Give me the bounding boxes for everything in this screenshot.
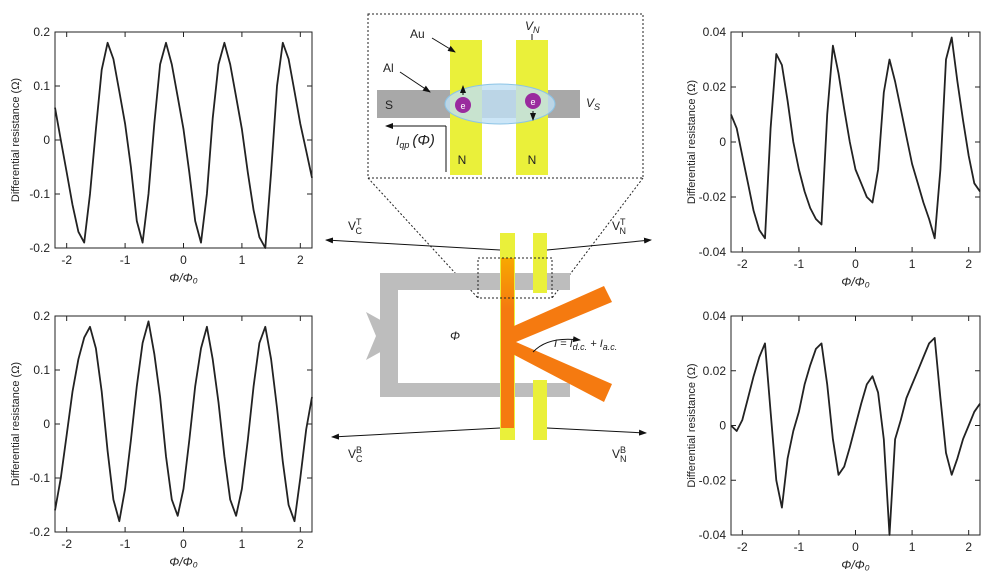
x-axis-label: Φ/Φ₀ xyxy=(841,558,869,572)
electron xyxy=(525,93,541,109)
x-tick-label: 0 xyxy=(852,257,859,271)
y-tick-label: -0.02 xyxy=(699,190,727,204)
y-tick-label: -0.1 xyxy=(29,187,50,201)
x-tick-label: -1 xyxy=(794,257,805,271)
x-tick-label: 1 xyxy=(909,257,916,271)
zoom-line xyxy=(367,177,479,299)
y-tick-label: -0.04 xyxy=(699,245,727,259)
y-tick-label: -0.2 xyxy=(29,241,50,255)
data-line xyxy=(54,320,313,523)
x-tick-label: 2 xyxy=(297,537,304,551)
device: Φ I = Id.c. + Ia.c. VT C VT N VB C VB N xyxy=(325,217,652,464)
label-iqp: Iqp (Φ) xyxy=(396,132,435,150)
x-tick-label: 2 xyxy=(297,253,304,267)
label-vct: VT C xyxy=(348,217,363,236)
data-line xyxy=(730,36,981,240)
x-tick-label: 0 xyxy=(180,253,187,267)
label-vcb: VB C xyxy=(348,445,363,464)
y-tick-label: 0.1 xyxy=(33,79,50,93)
label-current: I = Id.c. + Ia.c. xyxy=(554,338,617,352)
label-n: N xyxy=(458,153,467,167)
x-tick-label: 1 xyxy=(239,253,246,267)
label-vnt: VT N xyxy=(612,217,626,236)
x-tick-label: -2 xyxy=(61,253,72,267)
y-tick-label: 0 xyxy=(43,417,50,431)
y-tick-label: -0.1 xyxy=(29,471,50,485)
x-tick-label: -2 xyxy=(737,257,748,271)
y-axis-label: Differential resistance (Ω) xyxy=(10,362,22,486)
electron xyxy=(455,97,471,113)
label-vs: VS xyxy=(586,96,600,112)
probe xyxy=(533,380,547,440)
loop-notch xyxy=(366,312,384,360)
label-s: S xyxy=(385,98,393,112)
x-axis-label: Φ/Φ₀ xyxy=(841,275,869,289)
y-tick-label: 0.1 xyxy=(33,363,50,377)
loop-left xyxy=(380,273,398,397)
x-tick-label: 2 xyxy=(965,540,972,554)
y-tick-label: 0 xyxy=(43,133,50,147)
label-al: Al xyxy=(383,61,394,75)
arrow xyxy=(325,237,501,251)
label-vn: VN xyxy=(525,19,540,35)
y-tick-label: 0.2 xyxy=(33,25,50,39)
x-tick-label: -2 xyxy=(737,540,748,554)
label-au: Au xyxy=(410,27,425,41)
label-n: N xyxy=(528,153,537,167)
x-tick-label: 2 xyxy=(965,257,972,271)
y-tick-label: 0 xyxy=(719,419,726,433)
x-tick-label: 0 xyxy=(180,537,187,551)
y-tick-label: -0.2 xyxy=(29,525,50,539)
x-axis-label: Φ/Φ₀ xyxy=(169,555,197,569)
plot-frame xyxy=(54,315,313,533)
electron-label: e xyxy=(530,97,535,107)
y-tick-label: -0.02 xyxy=(699,473,727,487)
y-tick-label: 0.2 xyxy=(33,309,50,323)
loop-bottom xyxy=(380,383,570,397)
wire xyxy=(505,286,612,402)
data-line xyxy=(730,337,981,536)
x-tick-label: 1 xyxy=(239,537,246,551)
y-tick-label: 0.02 xyxy=(703,364,727,378)
x-axis-label: Φ/Φ₀ xyxy=(169,271,197,285)
electron-label: e xyxy=(460,101,465,111)
inset: e e Au Al VN S VS N N Iqp (Φ) xyxy=(367,13,644,179)
y-tick-label: 0.04 xyxy=(703,25,727,39)
x-tick-label: -1 xyxy=(794,540,805,554)
loop-top xyxy=(380,273,570,290)
current-arrow xyxy=(532,336,581,353)
pointer xyxy=(399,71,431,93)
x-tick-label: 1 xyxy=(909,540,916,554)
label-phi: Φ xyxy=(450,329,460,343)
y-axis-label: Differential resistance (Ω) xyxy=(686,80,698,204)
probe xyxy=(533,233,547,293)
pointer xyxy=(431,37,456,53)
x-tick-label: -1 xyxy=(120,537,131,551)
zoom-box xyxy=(477,257,553,299)
cooper-pair xyxy=(444,83,556,125)
x-tick-label: -2 xyxy=(61,537,72,551)
y-tick-label: 0.02 xyxy=(703,80,727,94)
y-axis-label: Differential resistance (Ω) xyxy=(686,363,698,487)
y-axis-label: Differential resistance (Ω) xyxy=(10,78,22,202)
x-tick-label: -1 xyxy=(120,253,131,267)
arrow xyxy=(546,427,647,436)
label-vnb: VB N xyxy=(612,445,627,464)
data-line xyxy=(54,41,313,249)
y-tick-label: 0 xyxy=(719,135,726,149)
x-tick-label: 0 xyxy=(852,540,859,554)
arrow xyxy=(546,237,652,251)
arrow xyxy=(331,427,501,440)
y-tick-label: -0.04 xyxy=(699,528,727,542)
y-tick-label: 0.04 xyxy=(703,309,727,323)
